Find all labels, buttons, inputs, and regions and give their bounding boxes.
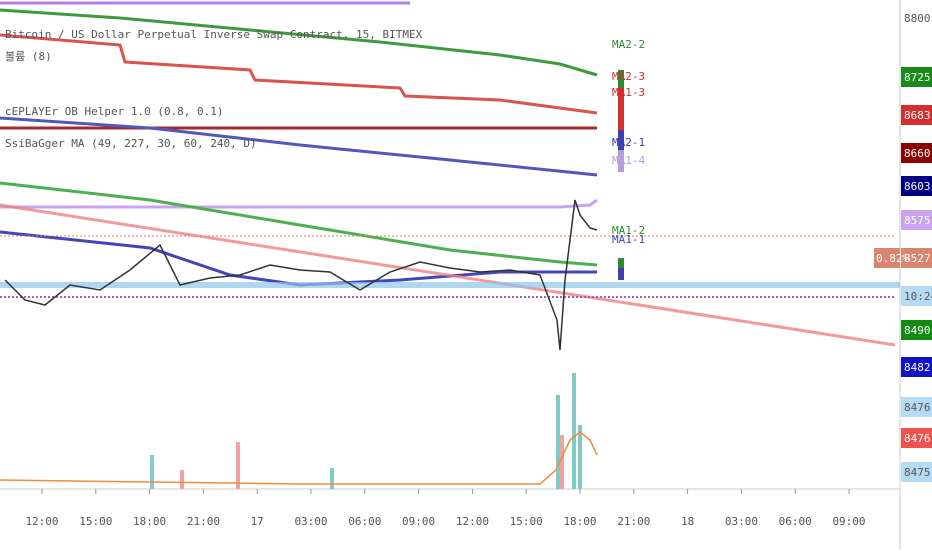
price-label: 8725.0 — [904, 71, 932, 84]
price-label: 8575.5 — [904, 214, 932, 227]
ma-marker — [618, 70, 624, 90]
time-label: 09:00 — [832, 515, 865, 528]
volume-bar — [556, 395, 560, 489]
ma-line — [0, 8, 598, 77]
change-label: 0.82% — [876, 252, 909, 265]
volume-bar — [578, 425, 582, 489]
ma-label: MA2-2 — [612, 38, 645, 51]
ma-line — [0, 33, 598, 115]
ma-label: MA2-1 — [612, 136, 645, 149]
price-tag — [901, 428, 932, 448]
volume-bars — [150, 373, 582, 489]
time-label: 17 — [251, 515, 264, 528]
price-tag — [901, 176, 932, 196]
time-label: 12:00 — [25, 515, 58, 528]
price-label: 8800.0 — [904, 12, 932, 25]
price-path — [4, 199, 598, 351]
price-tag — [901, 143, 932, 163]
change-tag — [874, 248, 900, 268]
price-label: 8482.5 — [904, 361, 932, 374]
ma-marker — [618, 88, 624, 116]
price-tag — [901, 67, 932, 87]
legend-text: Bitcoin / US Dollar Perpetual Inverse Sw… — [5, 28, 423, 41]
price-tag — [901, 248, 932, 268]
time-label: 18:00 — [133, 515, 166, 528]
price-label: 8603.5 — [904, 180, 932, 193]
price-label: 8476.0 — [904, 432, 932, 445]
price-label: 8683.5 — [904, 109, 932, 122]
legend-text: SsiBaGger MA (49, 227, 30, 60, 240, D) — [5, 137, 257, 150]
price-tag — [901, 397, 932, 417]
volume-ma — [0, 431, 598, 485]
price-tag — [901, 105, 932, 125]
ma-marker — [618, 130, 624, 155]
price-label: 8475.5 — [904, 466, 932, 479]
volume-bar — [330, 468, 334, 489]
time-label: 03:00 — [294, 515, 327, 528]
time-label: 09:00 — [402, 515, 435, 528]
ma-marker — [618, 150, 624, 172]
price-tag — [901, 320, 932, 340]
price-tag — [901, 462, 932, 482]
time-label: 15:00 — [79, 515, 112, 528]
price-label: 8476.0 — [904, 401, 932, 414]
price-tag — [901, 286, 932, 306]
ma-marker — [618, 268, 624, 280]
time-label: 18:00 — [563, 515, 596, 528]
volume-bar — [236, 442, 240, 489]
time-label: 18 — [681, 515, 694, 528]
ob-zone — [0, 282, 900, 288]
volume-bar — [560, 435, 564, 489]
volume-bar — [572, 373, 576, 489]
time-label: 06:00 — [779, 515, 812, 528]
price-tag — [901, 8, 932, 28]
time-label: 21:00 — [617, 515, 650, 528]
volume-bar — [150, 455, 154, 489]
ma-label: MA1-3 — [612, 86, 645, 99]
ma-label: MA1-4 — [612, 154, 645, 167]
ma-line — [0, 116, 598, 177]
ma-label: MA1-1 — [612, 233, 645, 246]
time-label: 21:00 — [187, 515, 220, 528]
ma-label: MA2-3 — [612, 70, 645, 83]
price-label: 8660.0 — [904, 147, 932, 160]
price-label: 8527.5 — [904, 252, 932, 265]
price-label: 10:24 — [904, 290, 932, 303]
price-label: 8490.0 — [904, 324, 932, 337]
volume-bar — [180, 470, 184, 489]
ma-marker — [618, 110, 624, 132]
ma-label: MA1-2 — [612, 224, 645, 237]
price-tag — [901, 210, 932, 230]
ma-line — [0, 181, 598, 267]
time-label: 03:00 — [725, 515, 758, 528]
legend-text: cEPLAYEr OB Helper 1.0 (0.8, 0.1) — [5, 105, 224, 118]
legend-text: 볼륨 (8) — [5, 50, 52, 63]
time-label: 06:00 — [348, 515, 381, 528]
trend-line — [0, 203, 896, 347]
price-tag — [901, 357, 932, 377]
time-label: 12:00 — [456, 515, 489, 528]
time-label: 15:00 — [510, 515, 543, 528]
